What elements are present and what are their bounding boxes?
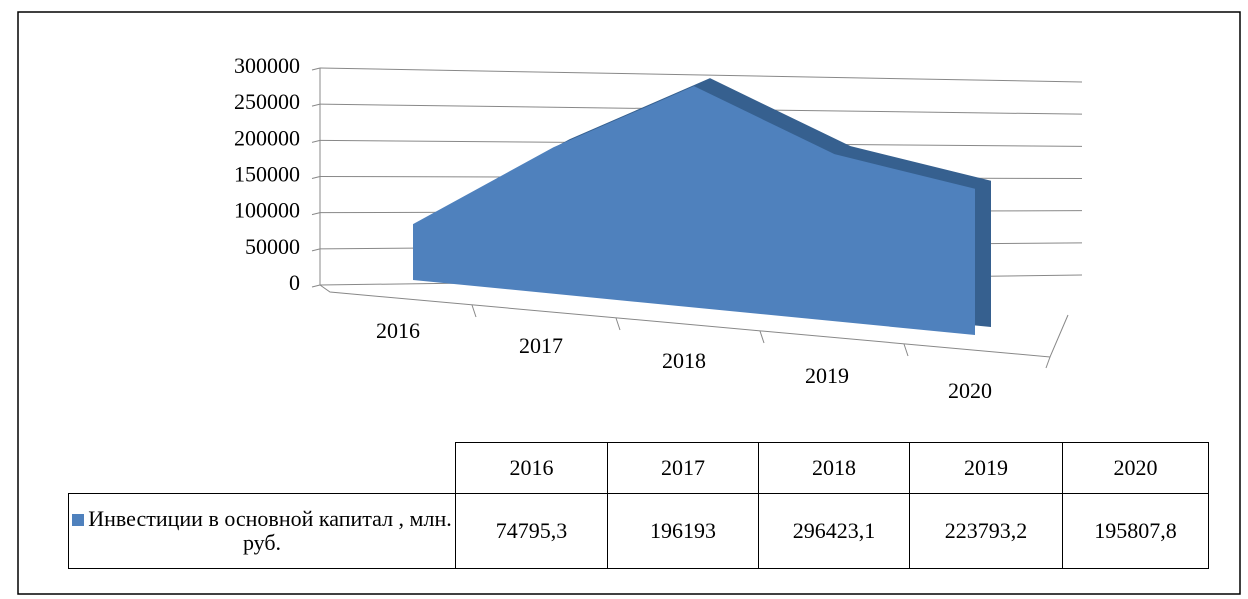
data-table: 2016 2017 2018 2019 2020 Инвестиции в основно…: [68, 442, 1209, 569]
y-tick: [311, 103, 321, 107]
y-tick-label: 250000: [234, 89, 300, 114]
y-tick: [311, 176, 321, 179]
y-tick: [311, 248, 321, 252]
floor-side: [1045, 356, 1051, 369]
y-tick: [311, 212, 321, 216]
data-label: 196193: [607, 493, 759, 569]
y-tick-label: 150000: [234, 162, 300, 187]
grid-line: [319, 67, 1083, 83]
y-tick-label: 200000: [234, 125, 300, 150]
y-tick: [311, 67, 321, 71]
table-header: 2019: [909, 442, 1063, 494]
floor: [319, 284, 1069, 358]
y-tick-label: 50000: [245, 234, 300, 259]
legend-cell: Инвестиции в основной капитал , млн. руб…: [68, 493, 456, 569]
y-tick-label: 300000: [234, 53, 300, 78]
table-row: Инвестиции в основной капитал , млн. руб…: [68, 493, 1209, 569]
x-tick-label: 2017: [519, 333, 563, 358]
legend-label: Инвестиции в основной капитал , млн. руб…: [88, 506, 452, 555]
data-label: 296423,1: [758, 493, 910, 569]
y-tick-label: 100000: [234, 198, 300, 223]
table-header: 2016: [455, 442, 608, 494]
data-label: 195807,8: [1062, 493, 1209, 569]
x-tick-label: 2020: [948, 378, 992, 403]
y-tick: [311, 284, 321, 288]
x-tick-label: 2018: [662, 348, 706, 373]
y-tick: [311, 139, 321, 143]
data-label: 74795,3: [455, 493, 608, 569]
y-tick-label: 0: [289, 270, 300, 295]
data-label: 223793,2: [909, 493, 1063, 569]
table-row: 2016 2017 2018 2019 2020: [68, 442, 1209, 494]
area: [413, 86, 975, 336]
legend-swatch: [72, 514, 85, 526]
x-tick: [759, 330, 765, 344]
x-tick: [471, 304, 477, 318]
chart-border: [17, 11, 1241, 595]
table-header: 2020: [1062, 442, 1209, 494]
x-tick-label: 2019: [805, 363, 849, 388]
table-corner: [68, 442, 456, 494]
table-header: 2017: [607, 442, 759, 494]
x-tick-label: 2016: [376, 318, 420, 343]
x-tick: [615, 317, 621, 331]
table-header: 2018: [758, 442, 910, 494]
x-tick: [903, 343, 909, 357]
